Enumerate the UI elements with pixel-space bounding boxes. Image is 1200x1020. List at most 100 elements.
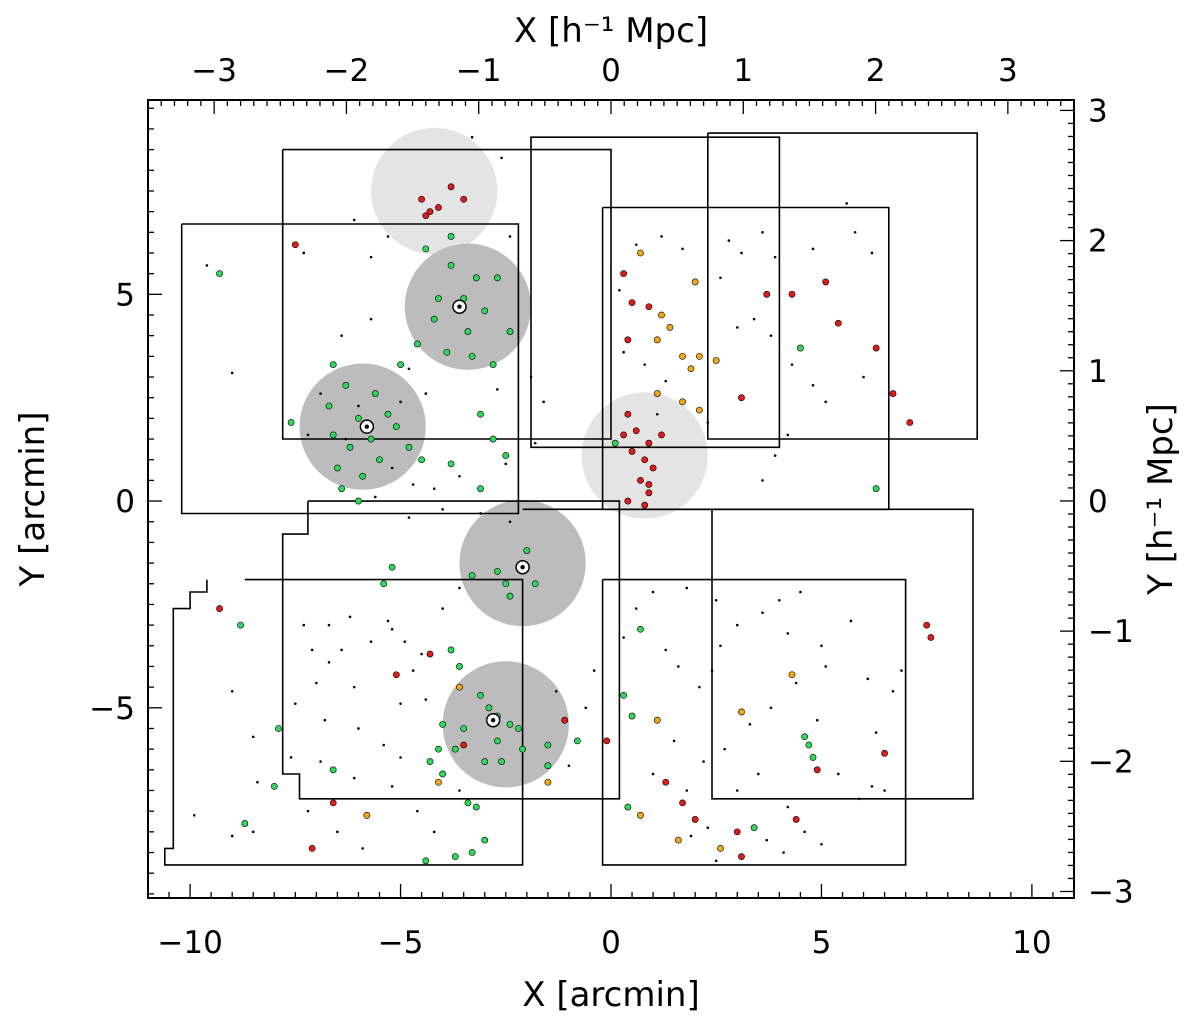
black-point [706,421,710,424]
black-point [479,512,482,515]
green-point [287,419,295,426]
black-point [386,619,390,623]
black-point [858,797,861,801]
red-point [645,439,653,447]
y2-tick-label: 2 [1088,224,1108,260]
x-tick-label: −10 [157,925,222,961]
green-point [447,233,455,240]
black-point [416,809,419,813]
red-point [662,778,670,786]
black-point [689,834,693,838]
red-point [422,212,430,220]
red-point [792,816,800,823]
green-point [355,414,362,422]
y-axis-title-right: Y [h⁻¹ Mpc] [1141,403,1181,596]
black-point [866,677,870,681]
red-point [645,303,653,311]
black-point [845,202,849,205]
x2-tick-label: 0 [601,53,621,89]
red-point [813,766,821,774]
black-point [735,326,739,329]
green-point [447,261,455,269]
black-point [618,288,621,292]
green-point [485,704,493,712]
green-point [637,625,644,633]
red-point [834,319,842,327]
black-point [651,590,655,594]
black-point [352,776,356,780]
black-point [542,400,545,404]
green-point [493,274,501,282]
black-point [824,400,827,404]
black-point [723,747,726,751]
black-point [592,669,596,672]
red-point [291,241,299,249]
red-point [561,716,569,724]
region-circle [442,661,569,788]
center-dot [364,424,370,429]
black-point [251,830,255,834]
black-point [664,379,668,383]
green-point [523,547,531,555]
green-point [456,663,463,670]
black-point [714,599,718,602]
black-point [752,317,756,321]
green-point [472,274,480,282]
green-point [422,857,430,865]
black-point [441,508,444,511]
black-point [778,599,781,602]
black-point [289,756,293,759]
black-point [622,636,625,639]
orange-point [717,844,724,852]
black-point [811,247,815,251]
black-point [786,632,790,635]
green-point [237,621,244,629]
black-point [500,156,503,160]
x-tick-label: −5 [378,925,424,961]
orange-point [674,836,682,844]
black-point [348,615,352,619]
green-point [392,423,400,431]
red-point [628,448,636,455]
black-point [685,789,689,792]
red-point [881,749,888,757]
green-point [451,853,459,861]
red-point [418,195,425,203]
black-point [407,516,411,519]
red-point [649,464,657,472]
black-point [735,789,739,792]
y2-tick-label: −2 [1088,744,1134,780]
black-point [424,698,428,701]
black-point [508,235,512,238]
orange-point [738,708,745,716]
black-point [664,648,668,652]
green-point [334,464,341,472]
x-axis-title-top: X [h⁻¹ Mpc] [514,11,708,51]
black-point [769,706,773,710]
region-circle [404,243,532,370]
x2-tick-label: 1 [733,53,753,89]
green-point [355,497,362,505]
green-point [325,402,333,410]
orange-point [456,683,463,691]
x2-tick-label: −3 [191,53,237,89]
green-point [515,725,522,732]
black-point [584,706,588,710]
green-point [435,295,442,302]
black-point [660,235,663,238]
green-point [489,435,497,443]
red-point [216,605,223,612]
green-point [329,431,337,439]
green-point [797,344,804,352]
green-point [477,410,484,418]
green-point [342,381,350,389]
black-point [496,388,499,391]
green-point [439,770,447,778]
black-point [727,239,731,242]
green-point [397,361,404,369]
orange-point [653,716,661,724]
orange-point [691,278,699,286]
green-point [519,745,527,753]
red-point [733,828,741,836]
